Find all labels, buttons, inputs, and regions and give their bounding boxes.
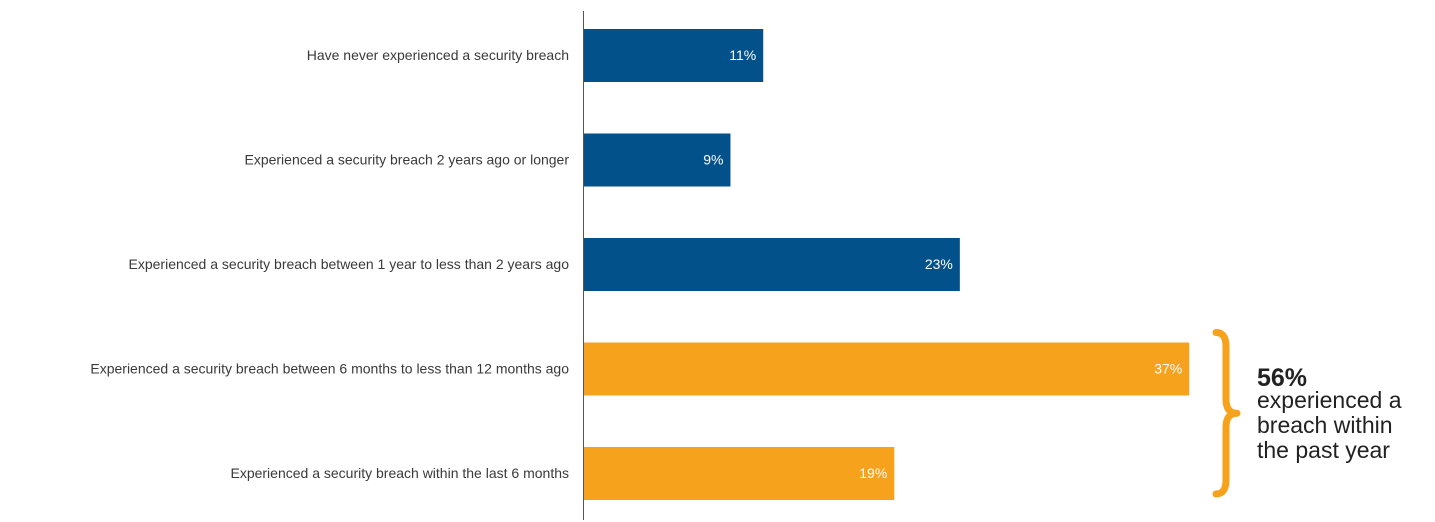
bar-1 [583,29,764,82]
annotation-line-2: breach within [1257,412,1393,438]
category-label-1: Have never experienced a security breach [307,47,569,63]
bar-5 [583,447,895,500]
bar-3 [583,238,960,291]
bars-layer [583,29,1190,500]
value-label-4: 37% [1154,361,1182,377]
category-label-2: Experienced a security breach 2 years ag… [244,152,569,168]
annotation-percent: 56% [1257,364,1307,392]
bar-4 [583,342,1190,396]
category-label-4: Experienced a security breach between 6 … [90,361,569,377]
orange-brace [1212,329,1241,498]
annotation-line-3: the past year [1257,437,1390,463]
bar-2 [583,133,731,187]
category-label-5: Experienced a security breach within the… [230,465,569,481]
category-label-3: Experienced a security breach between 1 … [129,256,570,272]
value-label-5: 19% [859,465,887,481]
value-label-1: 11% [729,47,756,63]
labels-layer: 11% Have never experienced a security bre… [90,47,1182,481]
value-label-3: 23% [925,256,953,272]
value-label-2: 9% [703,152,723,168]
annotation-line-1: experienced a [1257,387,1402,413]
annotation: 56% experienced a breach within the past… [1212,329,1402,498]
